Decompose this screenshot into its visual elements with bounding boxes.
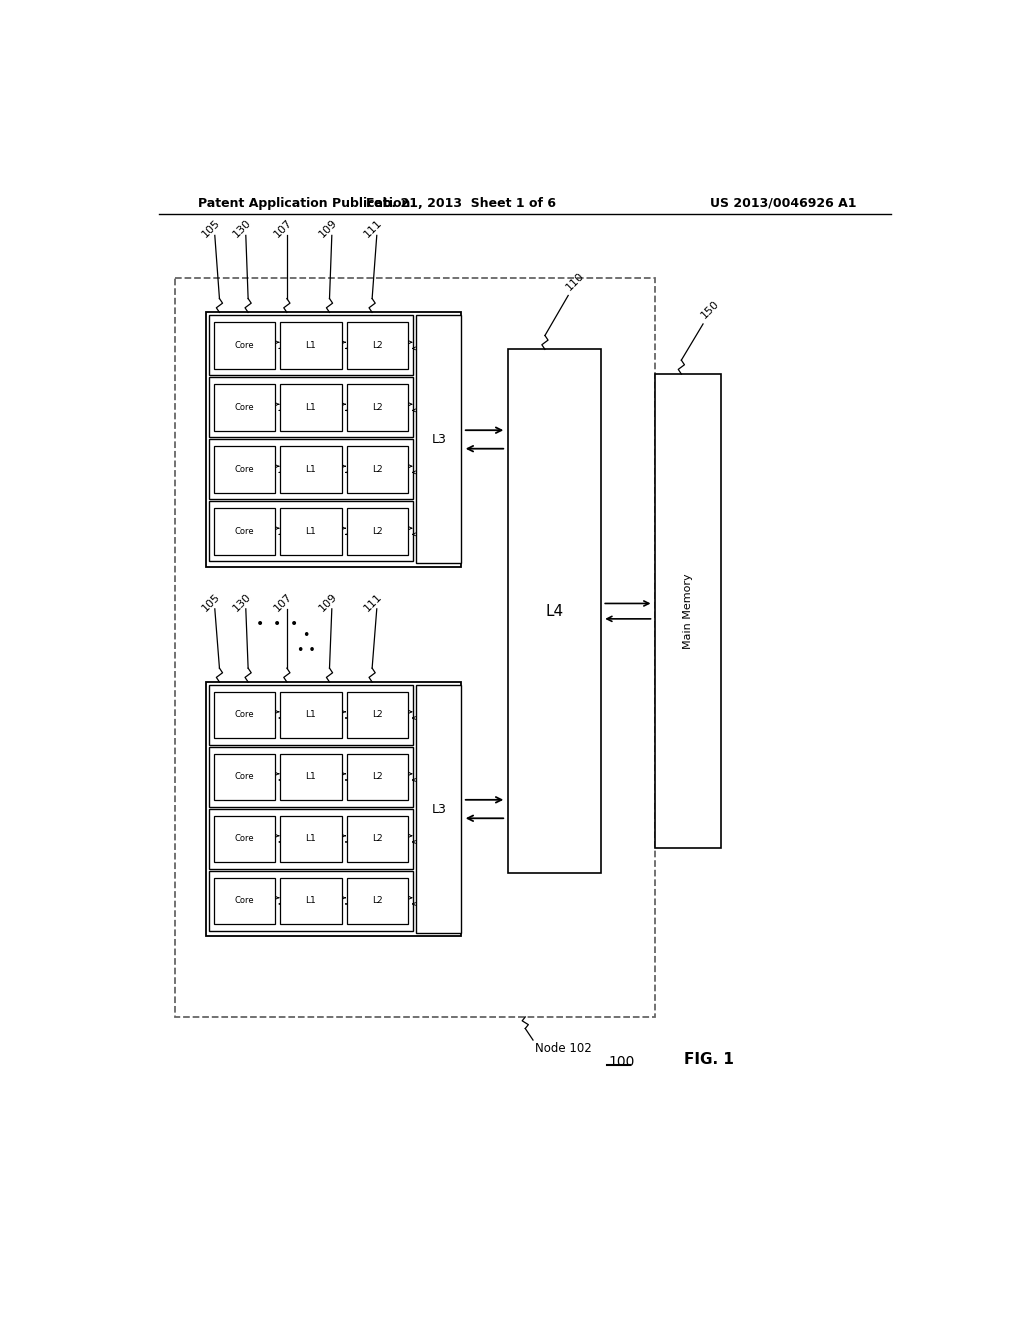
Text: L1: L1 <box>305 834 316 843</box>
Text: Core: Core <box>234 896 254 906</box>
Bar <box>281 878 342 924</box>
Bar <box>347 384 409 430</box>
Text: 130: 130 <box>231 218 253 240</box>
Text: 105: 105 <box>201 591 222 614</box>
Text: 109: 109 <box>317 218 339 240</box>
Text: L2: L2 <box>372 527 383 536</box>
Bar <box>347 754 409 800</box>
Text: L2: L2 <box>372 403 383 412</box>
Bar <box>214 754 275 800</box>
Text: 130: 130 <box>231 591 253 614</box>
Text: US 2013/0046926 A1: US 2013/0046926 A1 <box>710 197 856 210</box>
Bar <box>209 315 414 375</box>
Bar <box>281 508 342 554</box>
Bar <box>347 446 409 492</box>
Bar <box>214 816 275 862</box>
Bar <box>209 502 414 561</box>
Text: 100: 100 <box>608 1056 635 1069</box>
Text: L4: L4 <box>545 603 563 619</box>
Text: 109: 109 <box>317 591 339 614</box>
Bar <box>281 384 342 430</box>
Text: 107: 107 <box>272 591 294 614</box>
Bar <box>214 384 275 430</box>
Bar <box>209 747 414 807</box>
Text: Feb. 21, 2013  Sheet 1 of 6: Feb. 21, 2013 Sheet 1 of 6 <box>367 197 556 210</box>
Bar <box>214 692 275 738</box>
Bar <box>281 816 342 862</box>
Text: Core: Core <box>234 772 254 781</box>
Text: Node 102: Node 102 <box>535 1041 591 1055</box>
Text: L2: L2 <box>372 772 383 781</box>
Text: L2: L2 <box>372 710 383 719</box>
Text: Core: Core <box>234 834 254 843</box>
Bar <box>347 508 409 554</box>
Text: Core: Core <box>234 465 254 474</box>
Bar <box>347 692 409 738</box>
Text: Core: Core <box>234 527 254 536</box>
Bar <box>281 446 342 492</box>
Text: L1: L1 <box>305 341 316 350</box>
Bar <box>347 322 409 368</box>
Bar <box>174 277 655 1016</box>
Text: •
• •: • • • <box>297 630 315 657</box>
Text: Core: Core <box>234 341 254 350</box>
Bar <box>214 508 275 554</box>
Text: L1: L1 <box>305 896 316 906</box>
Bar <box>655 374 721 847</box>
Bar <box>281 322 342 368</box>
Bar <box>206 682 461 936</box>
Bar <box>347 878 409 924</box>
Text: L1: L1 <box>305 710 316 719</box>
Bar <box>214 446 275 492</box>
Text: L2: L2 <box>372 341 383 350</box>
Bar <box>209 378 414 437</box>
Bar <box>209 871 414 931</box>
Text: Core: Core <box>234 710 254 719</box>
Text: L2: L2 <box>372 896 383 906</box>
Bar <box>206 313 461 566</box>
Text: 111: 111 <box>362 218 384 240</box>
Text: L1: L1 <box>305 527 316 536</box>
Text: L3: L3 <box>431 803 446 816</box>
Text: L3: L3 <box>431 433 446 446</box>
Text: L1: L1 <box>305 772 316 781</box>
Text: L2: L2 <box>372 465 383 474</box>
Text: L1: L1 <box>305 465 316 474</box>
Text: 111: 111 <box>362 591 384 614</box>
Bar <box>214 878 275 924</box>
Text: 150: 150 <box>699 298 721 321</box>
Text: FIG. 1: FIG. 1 <box>684 1052 734 1067</box>
Text: Patent Application Publication: Patent Application Publication <box>198 197 411 210</box>
Text: 105: 105 <box>201 218 222 240</box>
Bar <box>508 350 601 873</box>
Text: Main Memory: Main Memory <box>683 573 693 648</box>
Text: 107: 107 <box>272 218 294 240</box>
Bar <box>209 809 414 869</box>
Bar <box>417 685 461 933</box>
Text: Core: Core <box>234 403 254 412</box>
Bar <box>347 816 409 862</box>
Bar <box>281 692 342 738</box>
Bar <box>417 315 461 564</box>
Bar <box>209 685 414 744</box>
Bar <box>209 440 414 499</box>
Text: 110: 110 <box>564 271 586 293</box>
Bar <box>281 754 342 800</box>
Text: L1: L1 <box>305 403 316 412</box>
Text: •  •  •: • • • <box>256 618 298 631</box>
Text: L2: L2 <box>372 834 383 843</box>
Bar <box>214 322 275 368</box>
